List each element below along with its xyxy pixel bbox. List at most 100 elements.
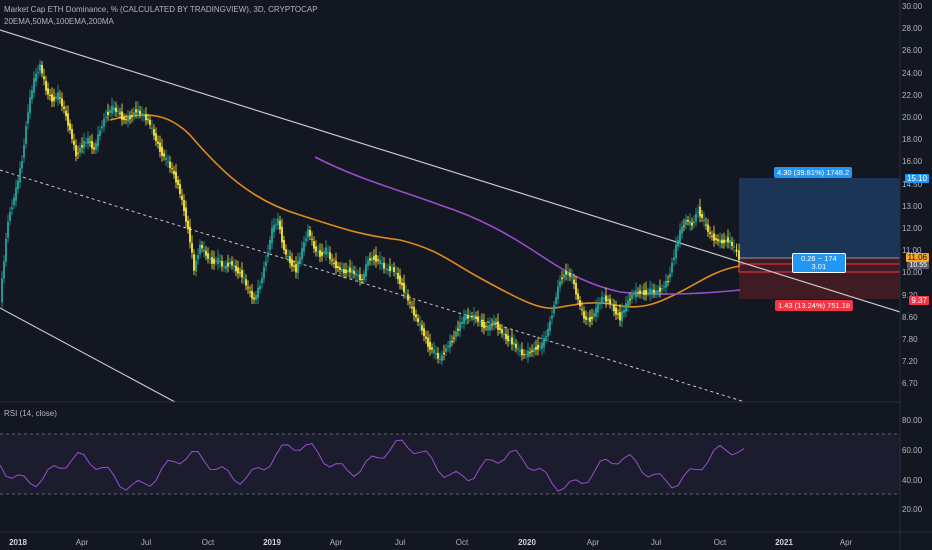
candle-body xyxy=(147,119,149,121)
candle-body xyxy=(579,300,581,306)
time-axis-label: 2021 xyxy=(775,538,793,547)
candle-body xyxy=(255,295,257,300)
candle-body xyxy=(75,145,77,157)
chart-title: Market Cap ETH Dominance, % (CALCULATED … xyxy=(4,5,318,14)
candle-body xyxy=(683,225,685,227)
candle-body xyxy=(393,267,395,272)
candle-body xyxy=(735,249,738,252)
candle-body xyxy=(323,251,325,254)
candle-body xyxy=(289,256,291,264)
candle-body xyxy=(725,240,727,243)
candle-body xyxy=(241,270,243,278)
candle-body xyxy=(265,261,267,266)
price-axis-label: 16.00 xyxy=(902,157,923,167)
price-axis-label: 26.00 xyxy=(902,46,923,56)
position-center-label[interactable]: 0.26 ~ 174 3.01 xyxy=(792,253,846,273)
candle-body xyxy=(379,259,381,264)
candle-body xyxy=(41,65,43,74)
candle-body xyxy=(95,143,97,150)
indicator-list[interactable]: 20EMA,50MA,100EMA,200MA xyxy=(4,17,114,26)
target-zone xyxy=(739,178,900,258)
candle-body xyxy=(173,170,175,175)
candle-body xyxy=(93,147,95,150)
candle-body xyxy=(535,346,537,350)
candle-body xyxy=(435,352,437,355)
candle-body xyxy=(453,337,455,339)
candle-body xyxy=(449,340,451,348)
candle-body xyxy=(383,263,385,269)
price-axis-label: 18.00 xyxy=(902,135,923,145)
candle-body xyxy=(415,314,417,318)
candle-body xyxy=(45,80,47,91)
candle-body xyxy=(539,346,541,347)
candle-body xyxy=(239,272,241,274)
candle-body xyxy=(151,127,153,129)
rsi-title[interactable]: RSI (14, close) xyxy=(4,409,57,418)
candle-body xyxy=(571,276,573,279)
candle-body xyxy=(729,240,731,244)
candle-body xyxy=(377,259,379,261)
candle-body xyxy=(191,243,193,253)
candle-body xyxy=(665,280,667,288)
price-axis-label: 11.00 xyxy=(902,246,922,256)
price-axis-label: 22.00 xyxy=(902,90,923,100)
candle-body xyxy=(625,303,627,312)
candle-body xyxy=(627,300,629,307)
candle-body xyxy=(259,285,261,290)
candle-body xyxy=(317,251,319,253)
candle-body xyxy=(335,260,337,269)
candle-body xyxy=(629,299,631,301)
candle-body xyxy=(137,109,139,114)
candle-body xyxy=(517,348,519,350)
candle-body xyxy=(79,147,81,153)
candle-body xyxy=(49,94,51,96)
candle-body xyxy=(91,140,93,149)
candle-body xyxy=(3,261,5,279)
candle-body xyxy=(83,140,85,149)
stop-label: 1.43 (13.24%) 751.18 xyxy=(775,300,854,311)
candle-body xyxy=(447,345,449,348)
position-rr: 3.01 xyxy=(811,262,827,271)
candle-body xyxy=(681,226,683,234)
candle-body xyxy=(287,256,289,258)
candle-body xyxy=(177,180,179,185)
candle-body xyxy=(245,279,247,286)
candle-body xyxy=(145,114,147,121)
time-axis-label: Oct xyxy=(455,538,469,547)
time-axis-label: Jul xyxy=(394,538,406,547)
price-axis-label: 7.20 xyxy=(902,357,918,367)
candle-body xyxy=(455,331,457,337)
candle-body xyxy=(509,340,511,342)
candle-body xyxy=(105,116,107,118)
candle-body xyxy=(511,337,513,345)
candle-body xyxy=(413,306,415,316)
candle-body xyxy=(141,113,143,116)
candle-body xyxy=(563,274,565,279)
candle-body xyxy=(153,129,155,136)
candle-body xyxy=(109,110,111,113)
candle-body xyxy=(641,291,643,294)
candle-body xyxy=(403,282,405,293)
candle-body xyxy=(713,233,715,241)
candle-body xyxy=(657,290,659,293)
candle-body xyxy=(345,269,347,274)
candle-body xyxy=(593,313,595,317)
time-axis-label: Apr xyxy=(75,538,89,547)
candle-body xyxy=(115,107,117,112)
candle-body xyxy=(201,245,203,249)
target-price-tag: 15.10 xyxy=(904,174,929,183)
candle-body xyxy=(555,297,557,305)
candle-body xyxy=(131,115,133,118)
candle-body xyxy=(493,320,495,326)
candle-body xyxy=(101,126,103,129)
candle-body xyxy=(355,273,357,276)
candle-body xyxy=(437,353,439,359)
candle-body xyxy=(475,316,477,319)
time-axis-label: 2019 xyxy=(263,538,281,547)
rsi-axis-label: 60.00 xyxy=(902,446,923,455)
candle-body xyxy=(523,354,525,356)
candle-body xyxy=(471,316,473,317)
candle-body xyxy=(211,257,213,264)
